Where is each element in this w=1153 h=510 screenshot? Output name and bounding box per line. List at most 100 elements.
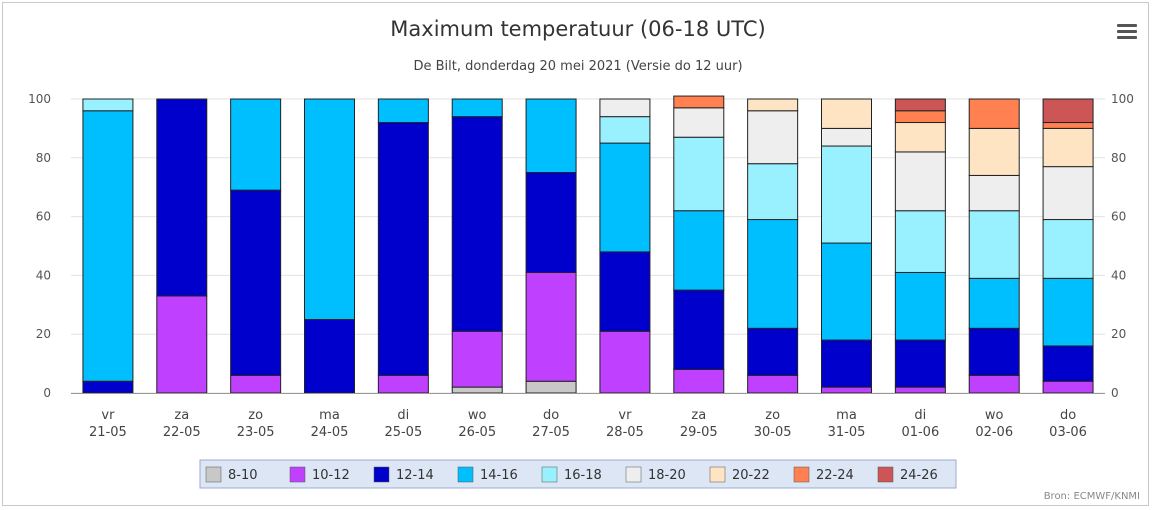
legend-box [199, 459, 957, 489]
bar-segment-13-5 [1042, 166, 1094, 221]
x-tick-date-4: 25-05 [384, 425, 422, 440]
bar-segment-11-5 [894, 151, 946, 212]
bar-segment-9-2 [747, 327, 799, 376]
x-tick-date-2: 23-05 [237, 425, 275, 440]
bar-segment-8-2 [673, 289, 725, 370]
legend-label-2: 12-14 [396, 468, 434, 483]
bar-segment-12-1 [968, 374, 1020, 394]
legend-swatch-4 [541, 466, 558, 483]
legend-label-3: 14-16 [480, 468, 518, 483]
y-tick-left-5: 100 [28, 92, 51, 106]
bar-segment-4-3 [377, 98, 429, 124]
legend-item-7[interactable]: 22-24 [793, 466, 854, 483]
y-tick-right-4: 80 [1111, 151, 1126, 165]
bar-segment-4-2 [377, 122, 429, 376]
bar-segment-9-5 [747, 110, 799, 165]
legend-swatch-5 [625, 466, 642, 483]
x-tick-day-2: zo [248, 408, 263, 423]
x-tick-date-12: 02-06 [975, 425, 1013, 440]
legend-item-6[interactable]: 20-22 [709, 466, 770, 483]
y-tick-right-2: 40 [1111, 268, 1126, 282]
legend-swatch-7 [793, 466, 810, 483]
x-tick-day-7: vr [618, 408, 632, 423]
y-tick-left-3: 60 [36, 210, 51, 224]
legend-label-7: 22-24 [816, 468, 854, 483]
x-tick-day-5: wo [468, 408, 487, 423]
bar-segment-9-4 [747, 163, 799, 221]
legend-item-4[interactable]: 16-18 [541, 466, 602, 483]
legend: 8-10 10-12 12-14 14-16 16-18 18-20 20-22 22-24 2… [199, 459, 957, 489]
legend-item-2[interactable]: 12-14 [373, 466, 434, 483]
bar-segment-13-4 [1042, 219, 1094, 279]
x-tick-day-1: za [174, 408, 189, 423]
x-tick-date-10: 31-05 [828, 425, 866, 440]
bar-segment-10-5 [821, 127, 872, 147]
x-tick-day-4: di [397, 408, 409, 423]
bar-segment-4-1 [377, 374, 429, 394]
bar-segment-11-8 [894, 98, 946, 112]
legend-swatch-1 [289, 466, 306, 483]
bar-segment-11-6 [894, 122, 946, 153]
bar-segment-2-3 [230, 98, 282, 191]
y-tick-right-1: 20 [1111, 327, 1126, 341]
gridlines [71, 98, 1105, 394]
x-tick-date-11: 01-06 [901, 425, 939, 440]
legend-label-6: 20-22 [732, 468, 770, 483]
x-tick-day-3: ma [319, 408, 340, 423]
x-tick-day-9: zo [765, 408, 780, 423]
bar-segment-11-4 [894, 210, 946, 273]
legend-item-1[interactable]: 10-12 [289, 466, 350, 483]
bar-segment-13-6 [1042, 127, 1094, 168]
bar-stacks [82, 95, 1094, 394]
bar-segment-13-3 [1042, 277, 1094, 347]
x-tick-date-13: 03-06 [1049, 425, 1087, 440]
x-tick-day-6: do [543, 408, 559, 423]
legend-item-0[interactable]: 8-10 [205, 466, 258, 483]
bar-segment-12-3 [968, 277, 1020, 329]
bar-segment-13-7 [1042, 122, 1094, 129]
bar-segment-10-3 [821, 242, 872, 341]
legend-item-8[interactable]: 24-26 [877, 466, 938, 483]
bar-segment-5-3 [451, 98, 503, 118]
menu-icon[interactable] [1113, 21, 1141, 47]
bar-segment-6-2 [525, 172, 577, 273]
chart-subtitle: De Bilt, donderdag 20 mei 2021 (Versie d… [413, 59, 742, 74]
y-tick-left-2: 40 [36, 268, 51, 282]
x-axis: vr 21-05 za 22-05 zo 23-05 ma 24-05 di 25-05 wo 26-… [71, 393, 1105, 440]
bar-segment-2-1 [230, 374, 282, 394]
legend-swatch-8 [877, 466, 894, 483]
bar-segment-11-3 [894, 271, 946, 341]
legend-item-3[interactable]: 14-16 [457, 466, 518, 483]
y-axis-right: 0 20 40 60 80 100 [1111, 92, 1134, 400]
x-tick-day-10: ma [836, 408, 857, 423]
legend-swatch-2 [373, 466, 390, 483]
y-tick-left-1: 20 [36, 327, 51, 341]
bar-segment-7-2 [599, 251, 651, 332]
y-tick-left-0: 0 [43, 386, 51, 400]
x-tick-day-8: za [691, 408, 706, 423]
bar-segment-12-6 [968, 127, 1020, 176]
bar-segment-10-2 [821, 339, 872, 388]
bar-segment-11-1 [894, 386, 946, 394]
bar-segment-12-4 [968, 210, 1020, 279]
x-tick-day-0: vr [101, 408, 115, 423]
bar-segment-11-2 [894, 339, 946, 388]
bar-segment-13-8 [1042, 98, 1094, 124]
x-tick-date-7: 28-05 [606, 425, 644, 440]
bar-segment-12-5 [968, 174, 1020, 212]
credit-label[interactable]: Bron: ECMWF/KNMI [1044, 491, 1140, 502]
bar-segment-1-2 [156, 98, 208, 297]
y-axis-left: 0 20 40 60 80 100 [28, 92, 51, 400]
legend-label-8: 24-26 [900, 468, 938, 483]
y-tick-right-0: 0 [1111, 386, 1119, 400]
bar-segment-1-1 [156, 295, 208, 394]
bar-segment-8-1 [673, 368, 725, 394]
legend-item-5[interactable]: 18-20 [625, 466, 686, 483]
bar-segment-9-6 [747, 98, 799, 112]
legend-swatch-0 [205, 466, 222, 483]
bar-segment-13-2 [1042, 345, 1094, 382]
legend-label-1: 10-12 [312, 468, 350, 483]
bar-segment-12-7 [968, 98, 1020, 129]
bar-segment-5-0 [451, 386, 503, 394]
